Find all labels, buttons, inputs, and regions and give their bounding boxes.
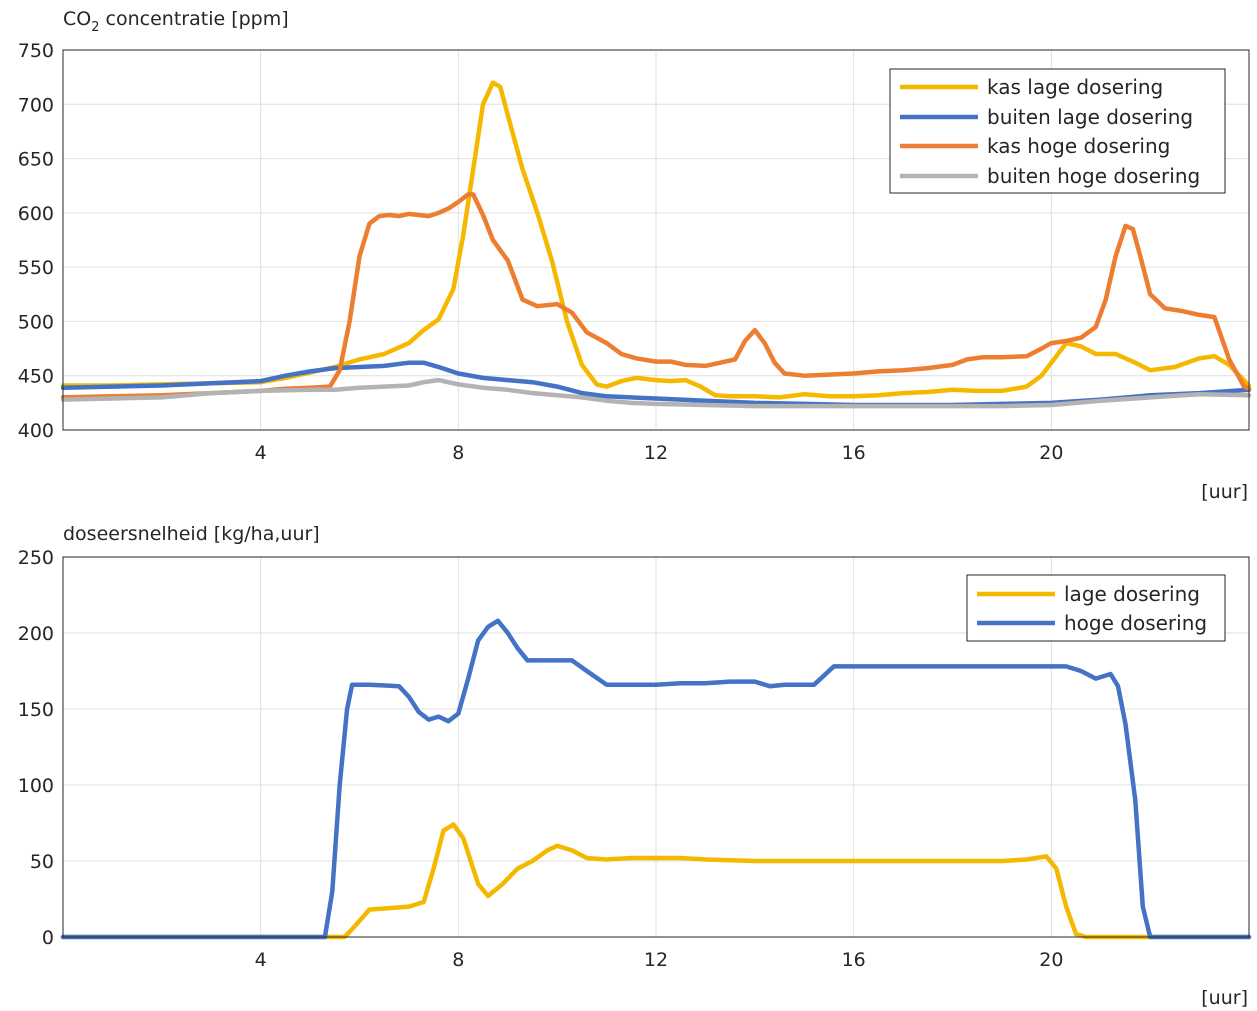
x-tick-label: 4 [255,442,267,464]
x-tick-labels: 4 8 12 16 20 [255,442,1064,464]
x-tick-label: 12 [644,442,668,464]
y-tick-label: 650 [18,149,54,171]
y-tick-label: 750 [18,40,54,62]
dosing-rate-chart: 0 50 100 150 200 250 4 8 12 16 20 doseersnelheid … [18,523,1252,1009]
y-tick-label: 400 [18,420,54,442]
legend-box [966,574,1226,642]
series-line-lage-dosering [60,822,1252,940]
plot-border [62,49,1250,431]
legend-label-kas-lage: kas lage dosering [987,75,1163,99]
x-tick-label: 8 [452,949,464,971]
x-tick-labels: 4 8 12 16 20 [255,949,1064,971]
plot-border [62,556,1250,938]
x-tick-label: 20 [1039,442,1063,464]
y-tick-label: 600 [18,203,54,225]
legend-label-lage: lage dosering [1064,582,1200,606]
y-tick-label: 450 [18,366,54,388]
y-tick-labels: 400 450 500 550 600 650 700 750 [18,40,54,442]
y-tick-label: 50 [30,851,54,873]
legend-label-buiten-hoge: buiten hoge dosering [987,164,1200,188]
series-line-kas-hoge-dosering [60,192,1252,400]
y-tick-labels: 0 50 100 150 200 250 [18,547,54,949]
legend-box [889,68,1226,194]
y-tick-label: 550 [18,257,54,279]
y-tick-label: 700 [18,94,54,116]
y-tick-label: 150 [18,699,54,721]
legend: lage dosering hoge dosering [966,574,1226,642]
x-tick-label: 16 [842,949,866,971]
x-axis-unit: [uur] [1201,481,1248,503]
y-tick-label: 250 [18,547,54,569]
legend-label-kas-hoge: kas hoge dosering [987,134,1170,158]
x-tick-label: 8 [452,442,464,464]
y-tick-label: 100 [18,775,54,797]
x-tick-label: 4 [255,949,267,971]
series-layer [60,80,1252,409]
x-tick-label: 16 [842,442,866,464]
y-tick-label: 200 [18,623,54,645]
x-axis-unit: [uur] [1201,987,1248,1009]
series-layer [60,618,1252,940]
chart-title: CO2 concentratie [ppm] [63,8,289,35]
co2-concentration-chart: 400 450 500 550 600 650 700 750 4 8 12 16 20 CO2 co… [18,8,1252,503]
y-tick-label: 500 [18,311,54,333]
series-line-kas-lage-dosering [60,80,1252,400]
legend-label-hoge: hoge dosering [1064,611,1207,635]
legend-label-buiten-lage: buiten lage dosering [987,105,1193,129]
x-tick-label: 20 [1039,949,1063,971]
chart-title: doseersnelheid [kg/ha,uur] [63,523,320,545]
series-line-hoge-dosering [60,618,1252,940]
y-tick-label: 0 [42,927,54,949]
series-line-buiten-hoge-dosering [60,377,1252,409]
legend: kas lage dosering buiten lage dosering k… [889,68,1226,194]
x-tick-label: 12 [644,949,668,971]
